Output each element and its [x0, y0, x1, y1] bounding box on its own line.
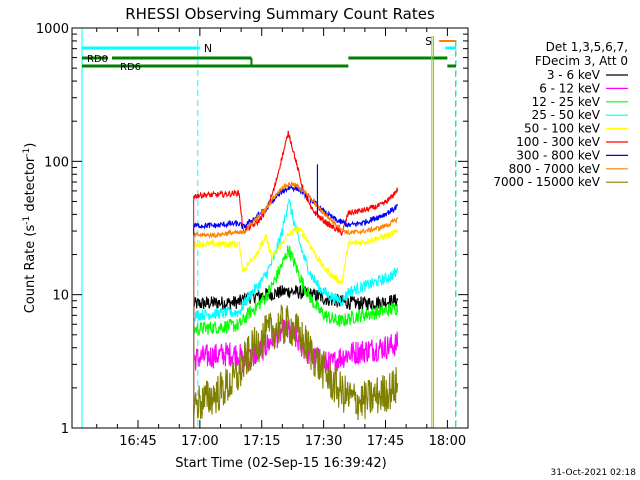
series-line-1 — [193, 317, 399, 376]
plot-axes: 16:45 17:00 17:15 17:30 17:45 18:00 1 10 100 1000 — [36, 22, 469, 449]
night-label: N — [204, 42, 212, 55]
x-tick-label-2: 17:15 — [243, 434, 280, 449]
series-line-2 — [193, 245, 399, 336]
chart-title: RHESSI Observing Summary Count Rates — [125, 5, 435, 23]
series-line-7 — [193, 181, 399, 239]
series-line-6 — [193, 184, 399, 230]
plot-frame — [71, 27, 469, 429]
legend-header-line-2: FDecim 3, Att 0 — [535, 54, 628, 68]
legend: Det 1,3,5,6,7, FDecim 3, Att 0 3 - 6 keV… — [493, 40, 628, 189]
y-axis-label: Count Rate (s-1 detector-1) — [22, 143, 38, 314]
legend-label-8: 7000 - 15000 keV — [493, 175, 600, 189]
rd0-label: RD0 — [87, 54, 108, 65]
series-line-4 — [193, 226, 399, 285]
y-tick-label-0: 1 — [61, 422, 69, 437]
series-line-5 — [193, 130, 399, 236]
legend-label-2: 12 - 25 keV — [532, 95, 601, 109]
series-line-8 — [193, 304, 399, 423]
plot-series — [193, 130, 399, 428]
x-tick-label-4: 17:45 — [367, 434, 404, 449]
rd6-label: RD6 — [120, 62, 141, 73]
legend-label-0: 3 - 6 keV — [547, 68, 601, 82]
legend-header-line-1: Det 1,3,5,6,7, — [546, 40, 628, 54]
legend-label-4: 50 - 100 keV — [524, 122, 601, 136]
series-line-3 — [193, 197, 399, 322]
y-tick-label-1: 10 — [52, 289, 69, 304]
y-tick-label-3: 1000 — [36, 22, 69, 37]
x-axis-label: Start Time (02-Sep-15 16:39:42) — [175, 456, 386, 471]
x-tick-label-1: 17:00 — [181, 434, 218, 449]
legend-label-3: 25 - 50 keV — [532, 108, 601, 122]
x-tick-label-0: 16:45 — [119, 434, 156, 449]
y-tick-label-2: 100 — [44, 155, 69, 170]
x-tick-label-3: 17:30 — [305, 434, 342, 449]
x-tick-label-5: 18:00 — [429, 434, 466, 449]
legend-label-1: 6 - 12 keV — [539, 81, 601, 95]
legend-label-7: 800 - 7000 keV — [509, 162, 601, 176]
legend-label-6: 300 - 800 keV — [516, 148, 600, 162]
timestamp: 31-Oct-2021 02:18 — [551, 468, 637, 478]
series-line-0 — [193, 284, 399, 311]
legend-label-5: 100 - 300 keV — [516, 135, 600, 149]
saa-label: S — [425, 35, 432, 48]
plot-annotations: N S RD0 RD6 — [81, 29, 457, 428]
